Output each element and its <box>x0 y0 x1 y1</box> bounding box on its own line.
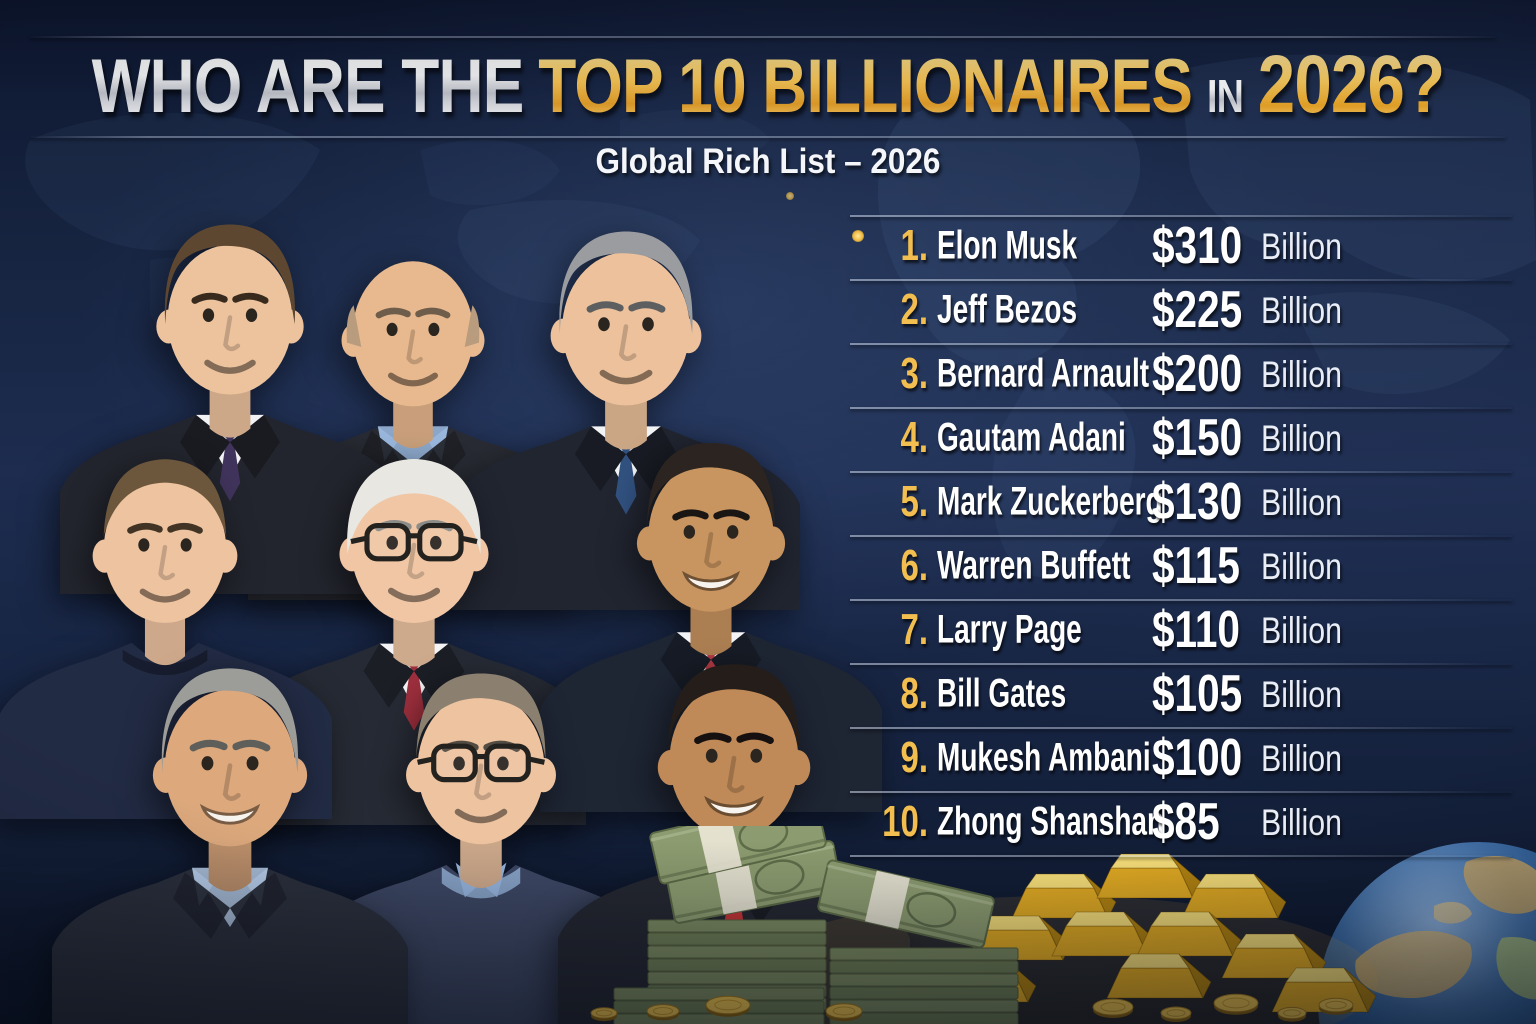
billionaire-name: Jeff Bezos <box>937 287 1078 332</box>
networth-unit: Billion <box>1261 546 1342 588</box>
networth-unit: Billion <box>1261 802 1342 844</box>
rank-label: 4. <box>900 413 928 462</box>
networth-unit: Billion <box>1261 226 1342 268</box>
billionaire-name: Larry Page <box>937 607 1082 652</box>
gold-coin <box>705 995 751 1017</box>
title-part-in: IN <box>1206 70 1244 122</box>
subtitle: Global Rich List – 2026 <box>595 142 941 181</box>
row-divider <box>850 855 1512 857</box>
billionaire-name: Bill Gates <box>937 671 1067 716</box>
networth-amount: $225 <box>1152 281 1243 340</box>
row-divider <box>850 407 1512 409</box>
list-row: 5. Mark Zuckerberg $130 Billion <box>850 472 1512 536</box>
billionaire-name: Elon Musk <box>937 223 1078 268</box>
gold-bar <box>1096 853 1202 900</box>
list-row: 2. Jeff Bezos $225 Billion <box>850 280 1512 344</box>
row-divider <box>850 727 1512 729</box>
list-row: 1. Elon Musk $310 Billion <box>850 216 1512 280</box>
list-row: 6. Warren Buffett $115 Billion <box>850 536 1512 600</box>
rank-label: 7. <box>900 605 928 654</box>
header-top-divider <box>30 36 1496 38</box>
title-part-who: WHO ARE THE <box>91 44 525 129</box>
networth-amount: $110 <box>1152 601 1240 660</box>
billionaire-name: Bernard Arnault <box>937 351 1150 396</box>
list-row: 10. Zhong Shanshan $85 Billion <box>850 792 1512 856</box>
list-row: 4. Gautam Adani $150 Billion <box>850 408 1512 472</box>
rank-label: 9. <box>900 733 928 782</box>
rank-label: 1. <box>900 221 928 270</box>
billionaire-name: Warren Buffett <box>937 543 1131 588</box>
row-divider <box>850 343 1512 345</box>
gold-coin <box>825 1003 863 1022</box>
networth-unit: Billion <box>1261 738 1342 780</box>
networth-unit: Billion <box>1261 418 1342 460</box>
billionaire-name: Mukesh Ambani <box>937 735 1151 780</box>
header-bottom-divider <box>30 136 1506 138</box>
row-divider <box>850 663 1512 665</box>
networth-amount: $310 <box>1152 217 1243 276</box>
title-part-top10: TOP 10 BILLIONAIRES <box>538 44 1193 129</box>
gold-coin <box>1213 993 1259 1015</box>
networth-amount: $85 <box>1152 793 1220 852</box>
rank-label: 8. <box>900 669 928 718</box>
gold-coin <box>646 1004 680 1021</box>
row-divider <box>850 471 1512 473</box>
networth-amount: $115 <box>1152 537 1240 596</box>
row-divider <box>850 279 1512 281</box>
list-row: 8. Bill Gates $105 Billion <box>850 664 1512 728</box>
networth-unit: Billion <box>1261 482 1342 524</box>
row-divider <box>850 791 1512 793</box>
portrait-larry-page <box>52 628 408 1024</box>
networth-amount: $105 <box>1152 665 1243 724</box>
list-row: 9. Mukesh Ambani $100 Billion <box>850 728 1512 792</box>
billionaire-name: Gautam Adani <box>937 415 1126 460</box>
rank-label: 3. <box>900 349 928 398</box>
gold-coin <box>1092 998 1134 1018</box>
list-row: 3. Bernard Arnault $200 Billion <box>850 344 1512 408</box>
billionaire-name: Mark Zuckerberg <box>937 479 1163 524</box>
gold-coin <box>590 1007 618 1022</box>
networth-unit: Billion <box>1261 674 1342 716</box>
rank-label: 10. <box>882 797 928 846</box>
row-divider <box>850 599 1512 601</box>
networth-amount: $130 <box>1152 473 1243 532</box>
gold-coin <box>1277 1006 1307 1022</box>
rich-list: 1. Elon Musk $310 Billion 2. Jeff Bezos $225 B… <box>850 215 1512 860</box>
networth-amount: $150 <box>1152 409 1243 468</box>
gold-coin <box>1160 1006 1192 1022</box>
rank-label: 5. <box>900 477 928 526</box>
title-part-year: 2026? <box>1257 39 1445 130</box>
gold-coin <box>1318 997 1354 1015</box>
billionaire-name: Zhong Shanshan <box>937 799 1165 844</box>
row-divider <box>850 535 1512 537</box>
rank-label: 2. <box>900 285 928 334</box>
networth-unit: Billion <box>1261 290 1342 332</box>
networth-unit: Billion <box>1261 610 1342 652</box>
networth-amount: $100 <box>1152 729 1243 788</box>
networth-unit: Billion <box>1261 354 1342 396</box>
networth-amount: $200 <box>1152 345 1243 404</box>
gold-sparkle-icon <box>786 192 794 200</box>
rank-label: 6. <box>900 541 928 590</box>
list-row: 7. Larry Page $110 Billion <box>850 600 1512 664</box>
page-title: WHO ARE THE TOP 10 BILLIONAIRES IN 2026? <box>92 44 1445 129</box>
row-divider <box>850 215 1512 217</box>
